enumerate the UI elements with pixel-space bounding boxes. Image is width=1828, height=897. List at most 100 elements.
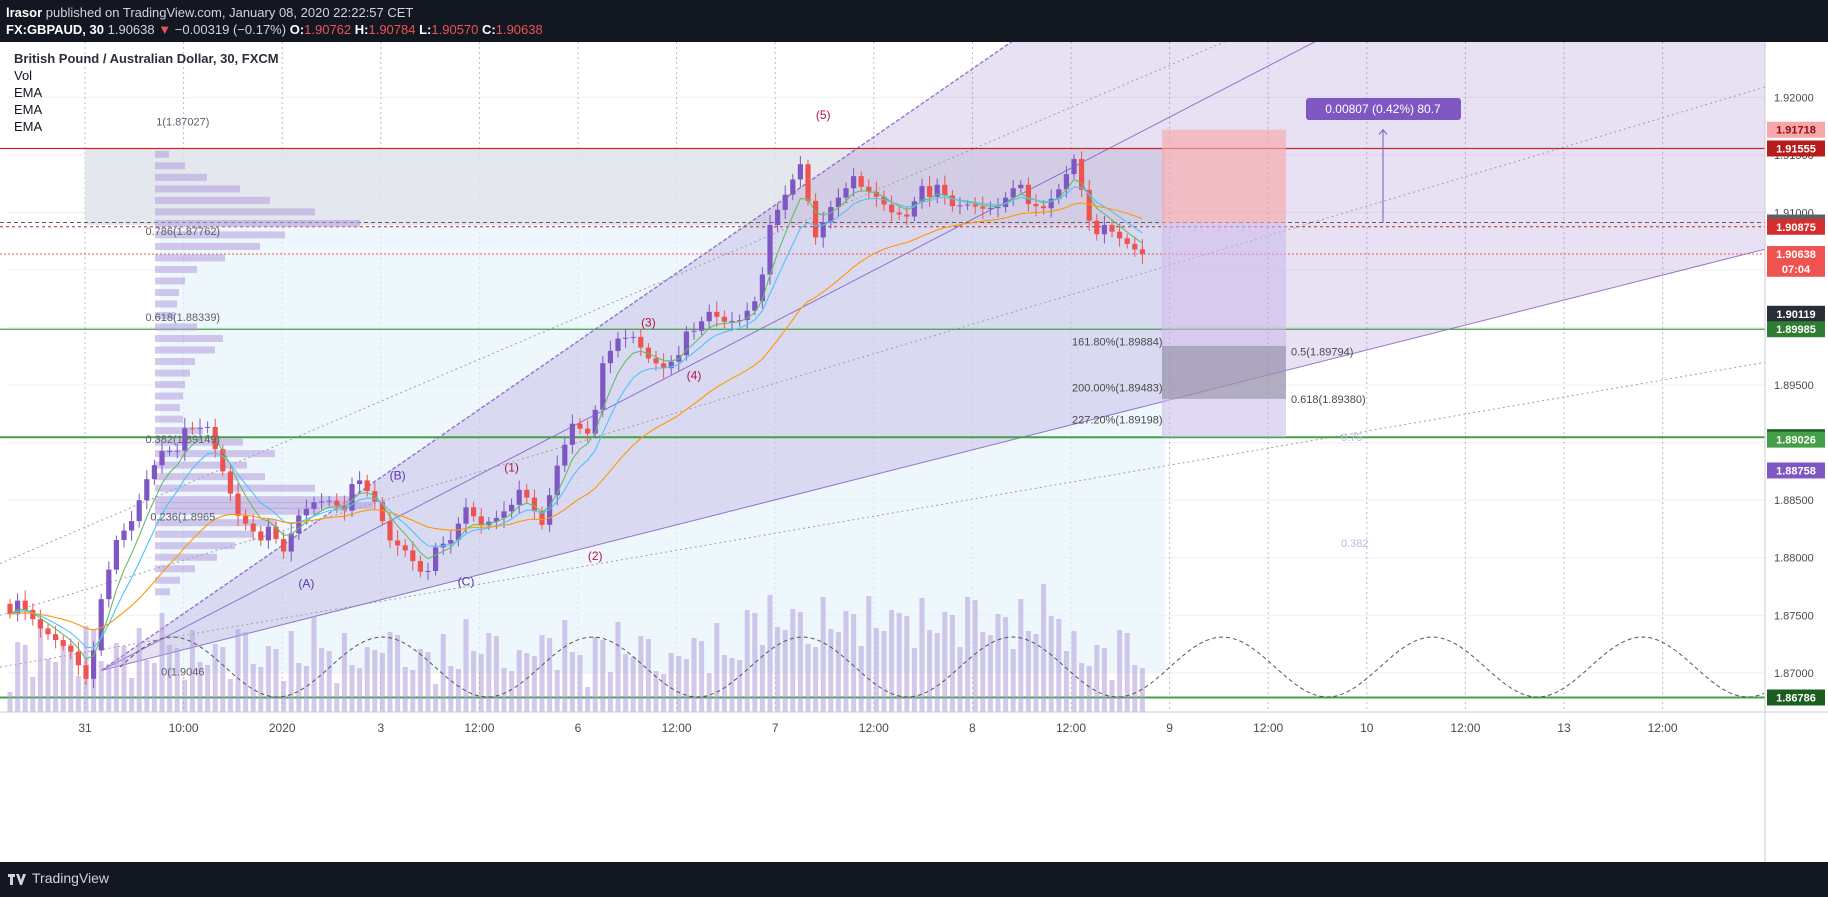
fib-retracement-label: 1(1.87027) [156,116,209,128]
candle-body [7,603,13,615]
candle-body [828,207,834,223]
volume-bar [995,614,1001,712]
candle-body [1063,174,1069,190]
volume-bar [638,636,644,712]
volume-bar [919,598,925,712]
author-name[interactable]: lrasor [6,5,43,20]
volume-profile-bar [155,530,253,538]
chart-area[interactable]: 1.920001.915001.910001.905001.900001.895… [0,0,1828,862]
fan-label: 0.618(1.89380) [1291,394,1366,406]
legend-item-vol[interactable]: Vol [14,68,33,83]
volume-profile-bar [155,473,265,481]
x-tick-label: 8 [969,721,976,735]
candle-body [1041,206,1047,209]
candle-body [1086,189,1092,221]
price-badge [1767,121,1825,138]
volume-bar [630,657,636,712]
candle-body [22,600,28,610]
candle-body [402,545,408,551]
candle-body [159,451,165,466]
volume-bar [554,670,560,712]
volume-profile-bar [155,496,355,504]
volume-bar [151,663,157,712]
volume-bar [30,677,36,712]
volume-bar [1079,663,1085,712]
volume-bar [493,636,499,712]
x-tick-label: 12:00 [1056,721,1086,735]
candle-body [554,465,560,496]
close-label: C: [482,22,496,37]
candle-body [645,347,651,359]
volume-bar [410,670,416,712]
y-tick-label: 1.87500 [1774,610,1814,622]
tradingview-logo-icon[interactable] [8,872,26,886]
volume-profile-bar [155,565,195,573]
volume-bar [37,627,43,712]
volume-bar [645,639,651,712]
volume-bar [805,644,811,712]
volume-bar [949,615,955,712]
candle-body [714,311,720,317]
volume-bar [744,610,750,712]
candle-body [288,533,294,552]
footer-brand[interactable]: TradingView [32,870,110,886]
candle-body [106,569,112,600]
candle-body [752,301,758,311]
candle-body [904,214,910,217]
candle-body [668,361,674,369]
candle-body [296,515,302,534]
volume-bar [265,646,271,712]
price-badge-label: 07:04 [1782,264,1811,276]
volume-profile-bar [155,381,185,389]
candle-body [75,651,81,666]
volume-bar [569,652,575,712]
legend-title[interactable]: British Pound / Australian Dollar, 30, F… [14,51,279,66]
candle-body [37,619,43,629]
candle-body [334,500,340,506]
volume-bar [288,631,294,712]
volume-profile-bar [155,392,183,400]
volume-bar [220,647,226,712]
legend-item-ema-1[interactable]: EMA [14,85,43,100]
wave-label: (1) [504,460,519,474]
candle-body [653,358,659,364]
candle-body [1010,188,1016,198]
measure-badge [1306,98,1461,120]
candle-body [509,504,515,512]
volume-bar [1003,617,1009,712]
down-arrow-icon: ▼ [158,22,172,37]
volume-bar [372,650,378,712]
fib-retracement-label: 0.618(1.88339) [145,312,220,324]
candle-body [501,511,507,518]
x-tick-label: 6 [575,721,582,735]
volume-bar [607,672,613,712]
volume-bar [440,634,446,712]
stop-loss-zone [1162,129,1286,223]
volume-bar [1139,668,1145,712]
volume-bar [174,648,180,712]
volume-bar [189,630,195,712]
volume-bar [668,653,674,712]
open-label: O: [289,22,305,37]
candle-body [775,209,781,226]
volume-bar [501,668,507,712]
fib-retracement-label: 0.786(1.87762) [145,226,220,238]
candle-body [471,507,477,517]
fib-extension-label: 227.20%(1.89198) [1072,415,1163,427]
volume-bar [334,683,340,712]
y-tick-label: 1.87000 [1774,668,1814,680]
candle-body [957,205,963,207]
volume-bar [562,620,568,712]
candle-body [98,599,104,651]
candle-body [60,640,66,646]
volume-profile-bar [155,196,270,204]
candle-body [577,423,583,429]
volume-bar [813,647,819,712]
legend-item-ema-2[interactable]: EMA [14,102,43,117]
candle-body [151,465,157,480]
legend-item-ema-3[interactable]: EMA [14,119,43,134]
symbol-label: FX:GBPAUD, 30 [6,22,104,37]
price-chart[interactable]: 1.920001.915001.910001.905001.900001.895… [0,0,1828,862]
volume-profile-bar [155,519,277,527]
volume-bar [775,627,781,712]
